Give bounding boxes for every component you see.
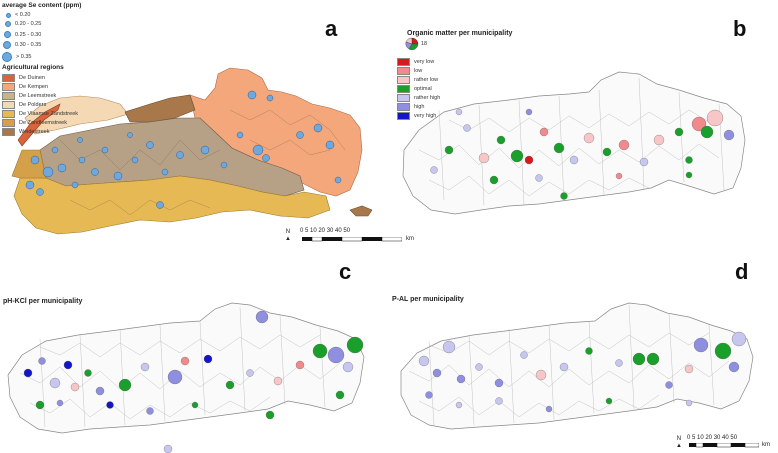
class-legend-item: low xyxy=(397,67,422,75)
region-weidestreek xyxy=(124,94,196,123)
panel-label-c: c xyxy=(339,259,352,284)
se-class-4: > 0.35 xyxy=(2,52,31,62)
region-swatch xyxy=(2,74,15,82)
region-swatch xyxy=(2,119,15,127)
class-swatch xyxy=(397,76,410,84)
region-legend-item: De Vlaamse Zandstreek xyxy=(2,110,78,118)
se-class-3: 0.30 - 0.35 xyxy=(3,41,41,49)
class-swatch xyxy=(397,85,410,93)
flanders-outline xyxy=(400,302,754,430)
north-arrow-icon: N ▲ xyxy=(285,229,291,242)
se-class-1: 0.20 - 0.25 xyxy=(5,21,41,27)
scale-bar xyxy=(302,237,402,242)
class-label: rather high xyxy=(414,95,441,101)
se-legend-title: average Se content (ppm) xyxy=(2,2,82,9)
bubble-symbol xyxy=(4,31,11,38)
region-label: Weidestreek xyxy=(19,129,50,135)
class-legend-item: optimal xyxy=(397,85,432,93)
class-label: very high xyxy=(414,113,437,119)
region-legend-item: Weidestreek xyxy=(2,128,49,136)
region-legend-item: De Polders xyxy=(2,101,46,109)
panel-b-title: Organic matter per municipality xyxy=(407,30,513,37)
class-label: low xyxy=(414,68,423,74)
agricultural-regions-map xyxy=(11,67,373,235)
region-swatch xyxy=(2,110,15,118)
bubble-symbol xyxy=(6,12,11,18)
region-legend-item: De Duinen xyxy=(2,74,45,82)
class-legend-item: high xyxy=(397,103,424,111)
se-class-label: > 0.35 xyxy=(16,54,32,60)
regions-legend-title: Agricultural regions xyxy=(2,64,64,71)
panel-label-b: b xyxy=(733,16,747,41)
scale-bar xyxy=(689,443,759,448)
panel-label-d: d xyxy=(735,259,749,284)
flanders-outline xyxy=(7,302,365,434)
scale-unit: km xyxy=(406,236,414,242)
se-class-label: 0.30 - 0.35 xyxy=(15,42,42,48)
region-label: De Kempen xyxy=(19,84,49,90)
region-swatch xyxy=(2,92,15,100)
region-exclave xyxy=(349,205,373,217)
se-class-label: 0.20 - 0.25 xyxy=(15,21,42,27)
class-label: very low xyxy=(414,59,435,65)
region-legend-item: De Kempen xyxy=(2,83,48,91)
se-class-2: 0.25 - 0.30 xyxy=(4,31,41,38)
se-class-label: 0.25 - 0.30 xyxy=(15,31,42,38)
region-label: De Leemstreek xyxy=(19,93,57,99)
region-label: De Vlaamse Zandstreek xyxy=(19,111,78,117)
bubble-symbol xyxy=(5,21,11,27)
se-class-0: < 0.20 xyxy=(6,12,30,18)
region-label: De Zandleemstreek xyxy=(19,120,67,126)
panel-label-a: a xyxy=(325,16,338,41)
region-swatch xyxy=(2,83,15,91)
p-al-map xyxy=(400,302,754,430)
class-swatch xyxy=(397,67,410,75)
region-label: De Polders xyxy=(19,102,47,108)
region-duinen xyxy=(17,103,61,147)
class-legend-item: rather low xyxy=(397,76,438,84)
class-legend-item: very low xyxy=(397,58,434,66)
class-legend-item: rather high xyxy=(397,94,440,102)
pie-legend-symbol xyxy=(405,37,419,50)
organic-matter-map xyxy=(402,37,746,215)
class-legend-item: very high xyxy=(397,112,436,120)
class-swatch xyxy=(397,112,410,120)
panel-b: Organic matter per municipality 18 very … xyxy=(389,0,778,250)
region-swatch xyxy=(2,128,15,136)
class-label: optimal xyxy=(414,86,432,92)
panel-c: pH-KCl per municipality c xyxy=(0,255,389,453)
flanders-outline xyxy=(402,71,746,215)
region-label: De Duinen xyxy=(19,75,45,81)
scale-numbers: 0 5 10 20 30 40 50 xyxy=(300,228,351,234)
pie-legend-value: 18 xyxy=(421,41,428,47)
bubble-symbol xyxy=(3,41,11,49)
class-swatch xyxy=(397,58,410,66)
scale-numbers: 0 5 10 20 30 40 50 xyxy=(687,435,738,441)
bubble-symbol xyxy=(2,52,12,62)
region-swatch xyxy=(2,101,15,109)
region-vlaamse-zandstreek xyxy=(11,149,47,179)
ph-kcl-map xyxy=(7,302,365,453)
class-label: high xyxy=(414,104,425,110)
class-label: rather low xyxy=(414,77,439,83)
region-zandleemstreek xyxy=(13,175,331,235)
class-swatch xyxy=(397,103,410,111)
north-arrow-icon: N ▲ xyxy=(676,436,682,449)
panel-d: P-AL per municipality d N ▲ 0 5 10 20 30 … xyxy=(389,255,778,453)
region-polders xyxy=(24,95,129,135)
panel-c-title: pH-KCl per municipality xyxy=(3,298,83,305)
class-swatch xyxy=(397,94,410,102)
region-legend-item: De Zandleemstreek xyxy=(2,119,67,127)
panel-d-title: P-AL per municipality xyxy=(392,296,464,303)
region-legend-item: De Leemstreek xyxy=(2,92,56,100)
panel-a: average Se content (ppm) < 0.20 0.20 - 0… xyxy=(0,0,414,250)
se-class-label: < 0.20 xyxy=(15,12,31,18)
scale-unit: km xyxy=(762,442,770,448)
